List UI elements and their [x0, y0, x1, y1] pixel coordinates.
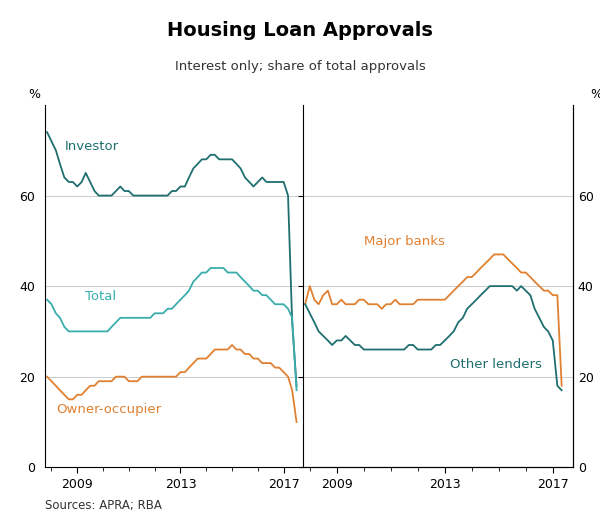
Text: %: %	[590, 88, 600, 101]
Text: Total: Total	[85, 290, 116, 303]
Text: Sources: APRA; RBA: Sources: APRA; RBA	[45, 499, 162, 512]
Text: Housing Loan Approvals: Housing Loan Approvals	[167, 21, 433, 40]
Text: Owner-occupier: Owner-occupier	[56, 403, 162, 416]
Text: Interest only; share of total approvals: Interest only; share of total approvals	[175, 60, 425, 74]
Text: Other lenders: Other lenders	[450, 358, 542, 371]
Text: Major banks: Major banks	[364, 235, 445, 248]
Text: %: %	[28, 88, 40, 101]
Text: Investor: Investor	[64, 140, 118, 153]
